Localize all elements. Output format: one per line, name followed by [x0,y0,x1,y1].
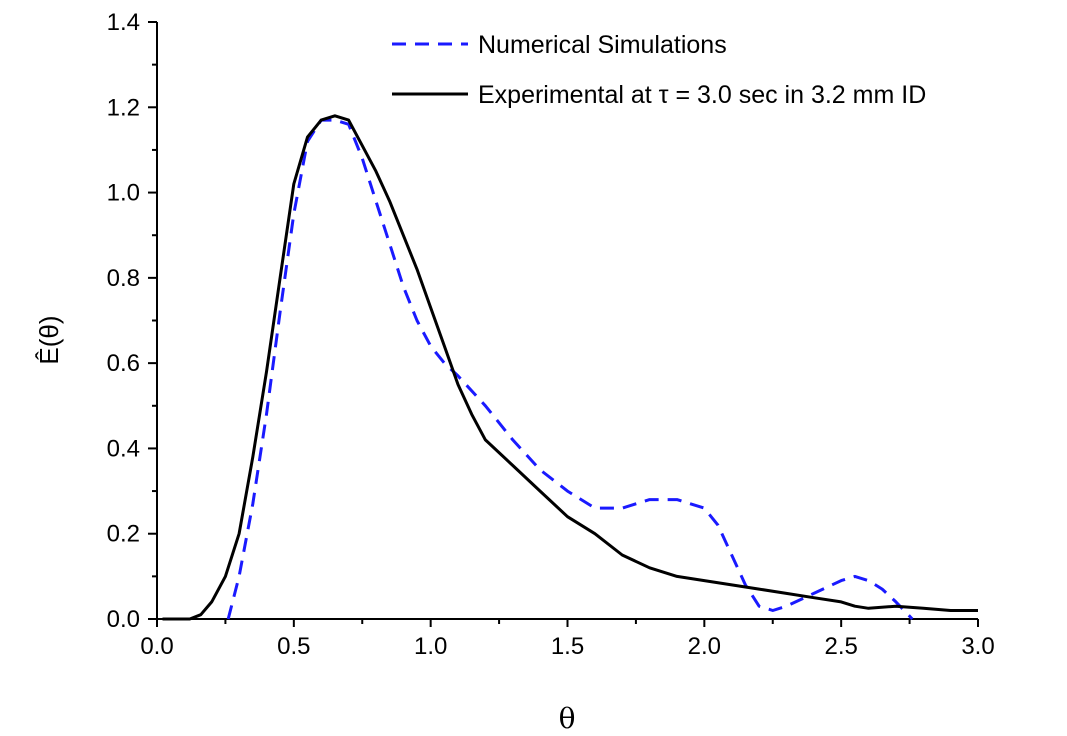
legend-label: Experimental at τ = 3.0 sec in 3.2 mm ID [478,81,926,109]
series-layer [162,114,978,621]
y-tick-label: 0.0 [107,606,140,633]
series-line-experimental [162,114,978,621]
y-tick-label: 0.6 [107,350,140,377]
legend: Numerical Simulations Experimental at τ =… [392,31,926,109]
x-tick-label: 0.5 [277,633,310,660]
y-axis-label: Ê(θ) [34,315,64,364]
y-tick-label: 0.2 [107,521,140,548]
x-axis-label: θ [559,702,576,735]
x-tick-label: 1.0 [414,633,447,660]
y-tick-label: 0.4 [107,435,140,462]
legend-label: Numerical Simulations [478,31,727,59]
y-tick-label: 1.4 [107,9,140,36]
x-tick-label: 3.0 [961,633,994,660]
x-tick-label: 2.5 [824,633,857,660]
y-tick-label: 1.2 [107,94,140,121]
y-tick-label: 0.8 [107,265,140,292]
y-tick-label: 1.0 [107,180,140,207]
axes: 0.0 0.5 1.0 1.5 2.0 2.5 3.0 0.0 0.2 0.4 0.6 0.8 1.0 1… [107,9,995,660]
x-tick-label: 2.0 [688,633,721,660]
x-tick-label: 0.0 [140,633,173,660]
x-tick-label: 1.5 [551,633,584,660]
series-line-numerical [226,118,914,621]
